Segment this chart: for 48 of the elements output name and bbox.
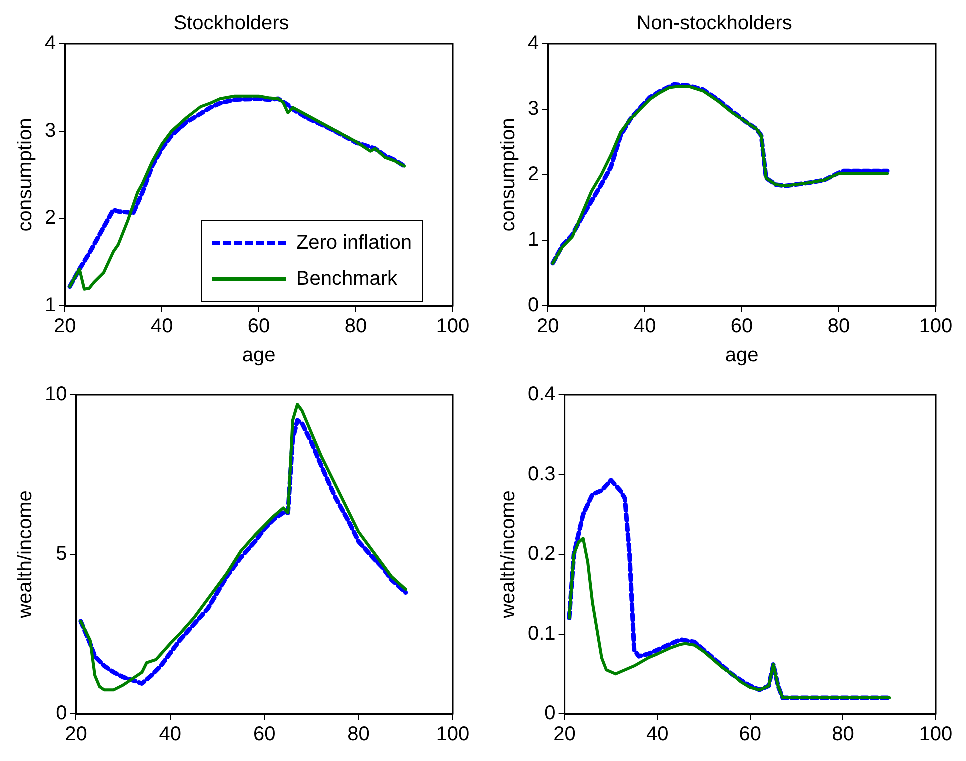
y-tick-label: 0 bbox=[544, 702, 556, 725]
y-tick-label: 1 bbox=[45, 294, 56, 317]
x-tick-label: 60 bbox=[739, 724, 762, 746]
y-tick-label: 3 bbox=[45, 120, 56, 142]
x-axis-title: age bbox=[725, 344, 759, 367]
y-tick-label: 0.2 bbox=[528, 543, 556, 566]
y-axis-title: consumption bbox=[498, 118, 520, 232]
y-tick-label: 1 bbox=[528, 229, 540, 252]
x-tick-label: 60 bbox=[248, 316, 270, 338]
y-axis-title: wealth/income bbox=[498, 490, 520, 620]
y-tick-label: 0.4 bbox=[528, 384, 556, 406]
x-tick-label: 80 bbox=[828, 316, 850, 338]
y-tick-label: 2 bbox=[45, 207, 56, 230]
y-tick-label: 3 bbox=[528, 98, 540, 120]
x-tick-label: 100 bbox=[436, 316, 470, 338]
x-tick-label: 40 bbox=[646, 724, 669, 746]
x-tick-label: 20 bbox=[65, 724, 88, 746]
x-tick-label: 60 bbox=[730, 316, 754, 338]
y-tick-label: 0.3 bbox=[528, 463, 556, 486]
y-tick-label: 5 bbox=[56, 543, 68, 566]
x-tick-label: 80 bbox=[344, 316, 368, 338]
chart-title: Non-stockholders bbox=[636, 12, 792, 35]
y-axis-title: wealth/income bbox=[14, 490, 37, 620]
x-tick-label: 80 bbox=[832, 724, 854, 746]
y-tick-label: 4 bbox=[528, 32, 540, 55]
x-tick-label: 40 bbox=[634, 316, 656, 338]
y-axis-title: consumption bbox=[14, 118, 37, 232]
x-tick-label: 100 bbox=[919, 724, 953, 746]
legend-label: Benchmark bbox=[296, 268, 398, 290]
x-tick-label: 80 bbox=[348, 724, 370, 746]
y-tick-label: 4 bbox=[45, 32, 56, 55]
x-tick-label: 40 bbox=[150, 316, 174, 338]
x-tick-label: 100 bbox=[436, 724, 470, 746]
y-tick-label: 10 bbox=[44, 384, 68, 406]
x-tick-label: 60 bbox=[254, 724, 276, 746]
x-tick-label: 20 bbox=[54, 316, 76, 338]
line-series bbox=[567, 478, 892, 700]
y-tick-label: 2 bbox=[528, 164, 540, 186]
x-tick-label: 100 bbox=[919, 316, 953, 338]
y-tick-label: 0 bbox=[528, 294, 540, 317]
legend-label: Zero inflation bbox=[296, 232, 412, 254]
y-tick-label: 0.1 bbox=[528, 622, 556, 645]
y-tick-label: 0 bbox=[56, 702, 68, 725]
x-tick-label: 20 bbox=[537, 316, 560, 338]
chart-title: Stockholders bbox=[174, 12, 290, 35]
x-axis-title: age bbox=[242, 344, 276, 367]
x-tick-label: 20 bbox=[554, 724, 576, 746]
x-tick-label: 40 bbox=[159, 724, 182, 746]
